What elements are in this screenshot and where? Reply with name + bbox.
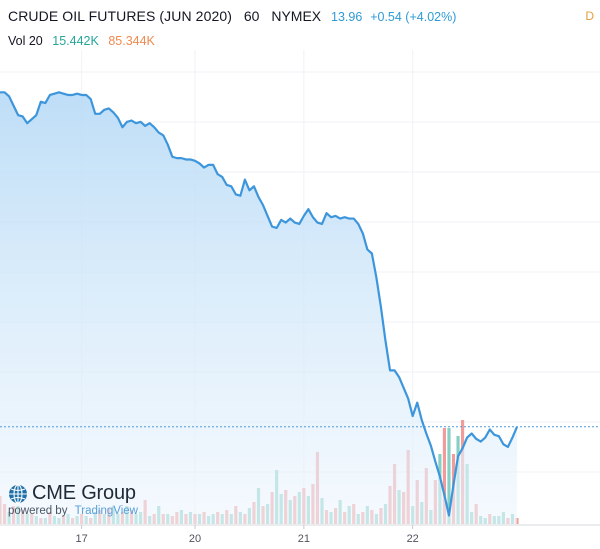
x-tick-label: 20 <box>189 533 201 545</box>
cme-logo-text: CME Group <box>32 482 136 504</box>
volume-bar <box>447 428 451 524</box>
price-change: +0.54 (+4.02%) <box>370 10 457 24</box>
price-area <box>0 92 517 525</box>
volume-legend: Vol 20 15.442K 85.344K <box>8 34 155 48</box>
volume-bar <box>442 428 447 524</box>
exchange-label: NYMEX <box>271 8 322 24</box>
chart-legend: CRUDE OIL FUTURES (JUN 2020) 60 NYMEX 13… <box>8 8 456 24</box>
x-tick-label: 17 <box>76 533 88 545</box>
tradingview-link[interactable]: TradingView <box>74 505 138 517</box>
cme-branding[interactable]: CME Group powered by TradingView <box>8 482 138 517</box>
x-tick-label: 21 <box>298 533 310 545</box>
x-tick-label: 22 <box>407 533 419 545</box>
volume-ma-value: 85.344K <box>108 34 155 48</box>
powered-by: powered by TradingView <box>8 505 138 517</box>
cme-globe-icon <box>9 483 27 504</box>
time-axis: 17 20 21 22 <box>76 525 419 545</box>
powered-by-text: powered by <box>8 505 68 517</box>
last-price: 13.96 <box>331 10 363 24</box>
symbol-title[interactable]: CRUDE OIL FUTURES (JUN 2020) <box>8 8 232 24</box>
volume-label[interactable]: Vol 20 <box>8 34 43 48</box>
delayed-flag[interactable]: D <box>585 9 594 23</box>
interval-label[interactable]: 60 <box>243 8 260 24</box>
volume-value: 15.442K <box>52 34 99 48</box>
price-line <box>0 91 519 517</box>
